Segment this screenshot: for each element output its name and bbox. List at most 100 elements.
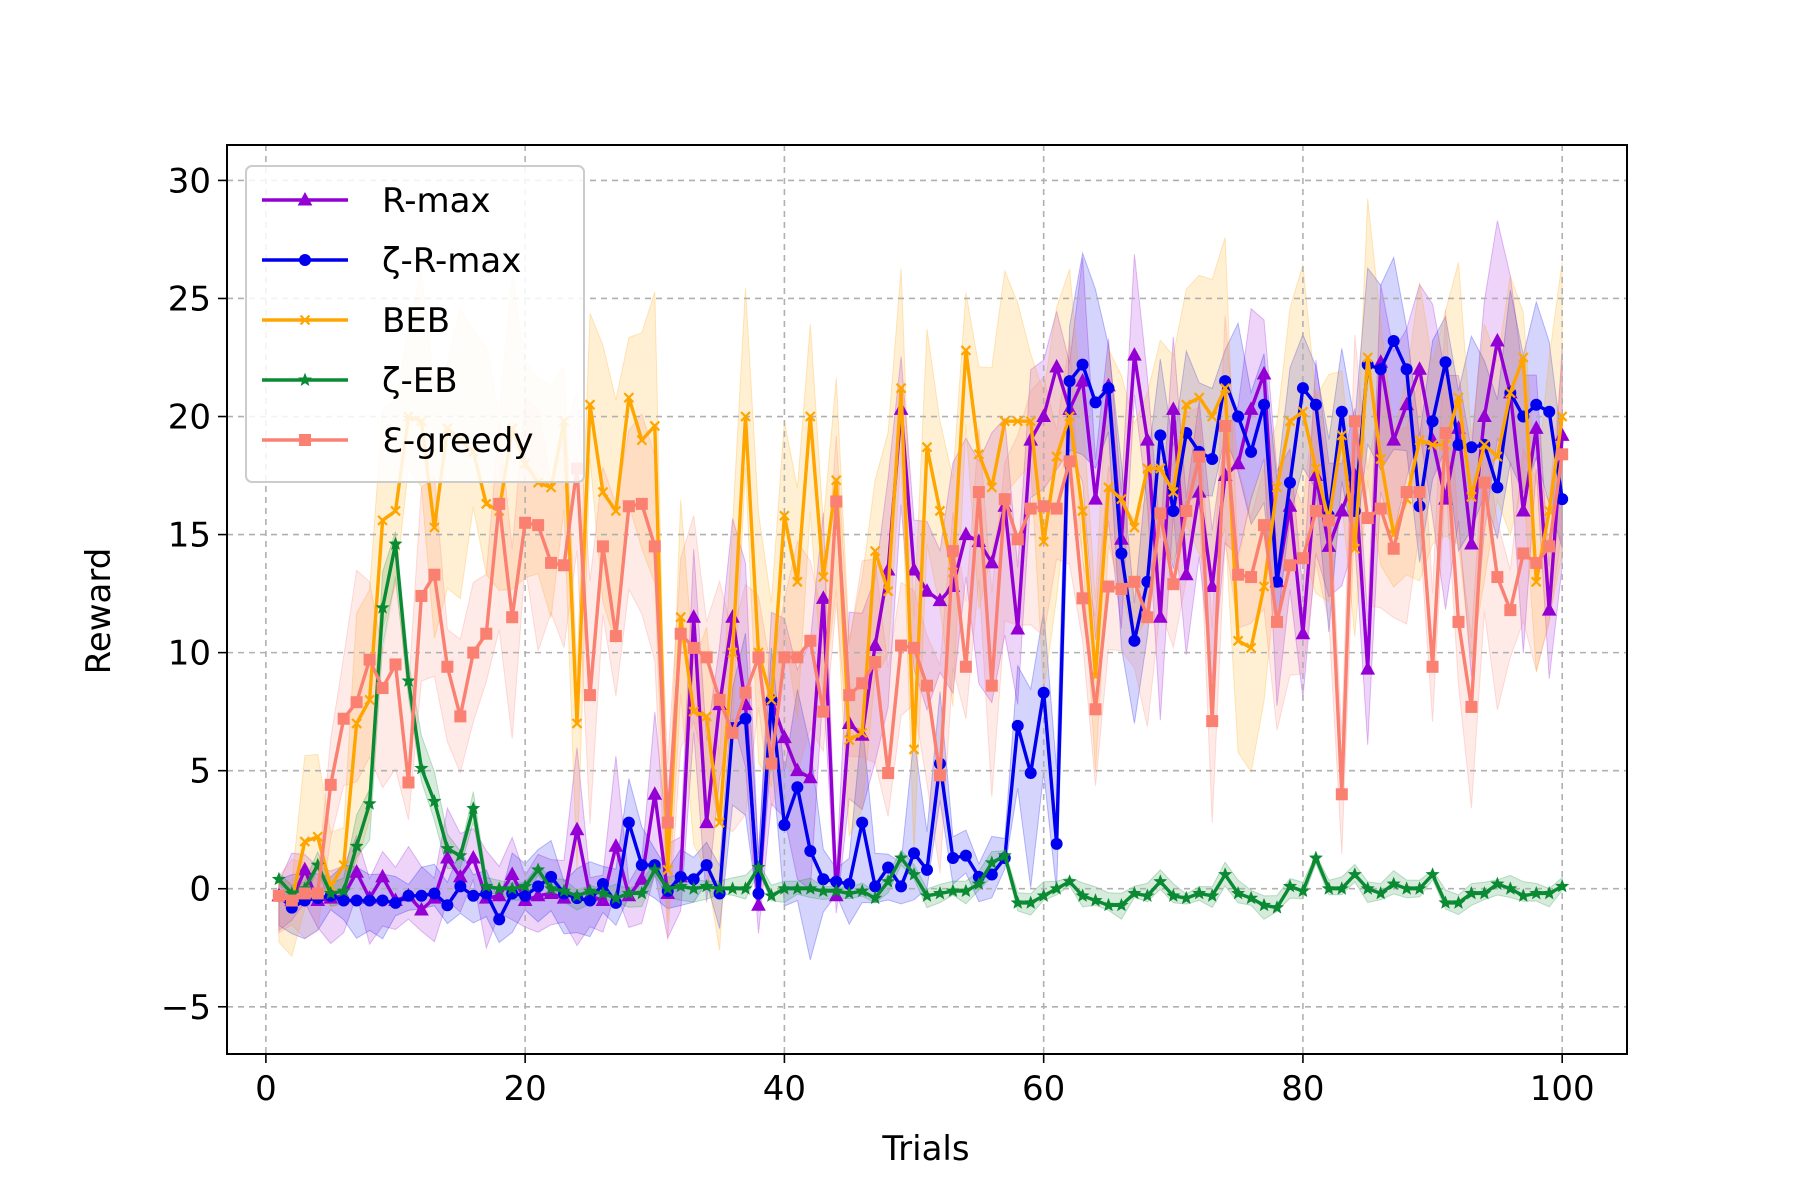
data-point bbox=[1102, 382, 1115, 395]
data-point bbox=[635, 497, 648, 510]
data-point bbox=[1127, 886, 1142, 900]
data-point bbox=[895, 382, 907, 394]
data-point bbox=[1426, 660, 1439, 673]
data-point bbox=[1270, 900, 1284, 914]
data-point bbox=[647, 862, 662, 876]
data-point bbox=[609, 630, 622, 643]
data-point bbox=[921, 441, 933, 453]
data-point bbox=[945, 883, 960, 898]
data-point bbox=[1063, 455, 1076, 468]
data-point bbox=[337, 712, 350, 725]
data-point bbox=[1438, 895, 1453, 909]
data-point bbox=[376, 682, 389, 695]
legend-label: BEB bbox=[382, 301, 450, 341]
data-point bbox=[1167, 504, 1180, 517]
data-point bbox=[1101, 897, 1116, 912]
data-point bbox=[1284, 415, 1296, 427]
y-tick-label: 0 bbox=[189, 870, 211, 910]
x-tick-label: 60 bbox=[1022, 1069, 1065, 1109]
data-point bbox=[428, 568, 441, 581]
data-point bbox=[1530, 398, 1543, 411]
legend-item: Ɛ-greedy bbox=[262, 421, 534, 461]
data-point bbox=[1011, 533, 1024, 546]
data-point bbox=[427, 794, 442, 808]
data-point bbox=[1528, 420, 1544, 434]
legend-label: ζ-EB bbox=[382, 361, 458, 401]
data-point bbox=[739, 712, 752, 725]
data-point bbox=[465, 849, 481, 864]
data-point bbox=[790, 881, 805, 895]
data-point bbox=[1179, 890, 1194, 905]
data-point bbox=[467, 646, 480, 659]
data-point bbox=[364, 694, 375, 706]
data-point bbox=[1232, 635, 1244, 647]
data-point bbox=[1400, 486, 1413, 499]
data-point bbox=[324, 778, 337, 791]
legend-swatch-marker bbox=[299, 314, 311, 326]
data-point bbox=[804, 634, 817, 647]
data-point bbox=[349, 838, 364, 853]
data-point bbox=[648, 540, 661, 553]
data-point bbox=[686, 881, 701, 895]
data-point bbox=[740, 411, 751, 422]
data-point bbox=[1335, 788, 1348, 801]
data-point bbox=[530, 887, 546, 902]
x-tick-label: 80 bbox=[1281, 1069, 1324, 1109]
data-point bbox=[1193, 392, 1205, 403]
data-point bbox=[1555, 879, 1570, 893]
data-point bbox=[842, 886, 857, 900]
data-point bbox=[1516, 888, 1531, 902]
data-point bbox=[1529, 886, 1544, 900]
data-point bbox=[519, 516, 532, 529]
data-point bbox=[1193, 450, 1206, 463]
data-point bbox=[1192, 886, 1207, 900]
data-point bbox=[1374, 363, 1387, 376]
legend: R-max ζ-R-max BEB ζ-EB Ɛ-greedy bbox=[245, 165, 585, 483]
legend-box bbox=[245, 165, 585, 483]
data-point bbox=[882, 861, 895, 874]
data-point bbox=[713, 693, 726, 706]
series-layer bbox=[271, 332, 1570, 926]
data-point bbox=[441, 899, 454, 912]
data-point bbox=[933, 769, 946, 782]
data-point bbox=[1451, 895, 1466, 909]
data-point bbox=[1075, 373, 1090, 387]
data-point bbox=[1088, 893, 1103, 907]
data-point bbox=[714, 817, 725, 828]
data-point bbox=[752, 887, 765, 900]
data-point bbox=[493, 497, 506, 510]
data-point bbox=[1283, 559, 1296, 572]
data-point bbox=[1180, 399, 1192, 410]
data-point bbox=[687, 641, 700, 654]
data-point bbox=[1479, 439, 1490, 451]
data-point bbox=[1400, 363, 1413, 376]
data-point bbox=[1037, 686, 1050, 699]
data-point bbox=[634, 871, 650, 885]
data-point bbox=[843, 689, 856, 702]
series-line bbox=[277, 339, 1564, 922]
data-point bbox=[1491, 481, 1504, 494]
data-point bbox=[1490, 876, 1505, 891]
data-point bbox=[1219, 382, 1231, 394]
x-axis-ticks: 0 20 40 60 80 100 bbox=[255, 1054, 1595, 1109]
data-point bbox=[1541, 602, 1557, 616]
data-point bbox=[1530, 576, 1542, 588]
data-point bbox=[337, 894, 350, 907]
data-point bbox=[1258, 398, 1271, 411]
data-point bbox=[493, 913, 506, 926]
data-point bbox=[856, 727, 868, 739]
data-point bbox=[765, 757, 778, 770]
data-point bbox=[608, 838, 624, 852]
data-point bbox=[1414, 434, 1425, 446]
data-point bbox=[1427, 439, 1438, 451]
data-point bbox=[792, 576, 803, 588]
data-point bbox=[674, 627, 687, 640]
data-point bbox=[1050, 502, 1063, 515]
data-point bbox=[1206, 715, 1219, 728]
data-point bbox=[752, 651, 765, 664]
legend-swatch-marker bbox=[299, 434, 311, 446]
data-point bbox=[414, 760, 429, 775]
series-4 bbox=[272, 415, 1569, 907]
data-point bbox=[688, 706, 699, 717]
data-point bbox=[1530, 556, 1543, 569]
